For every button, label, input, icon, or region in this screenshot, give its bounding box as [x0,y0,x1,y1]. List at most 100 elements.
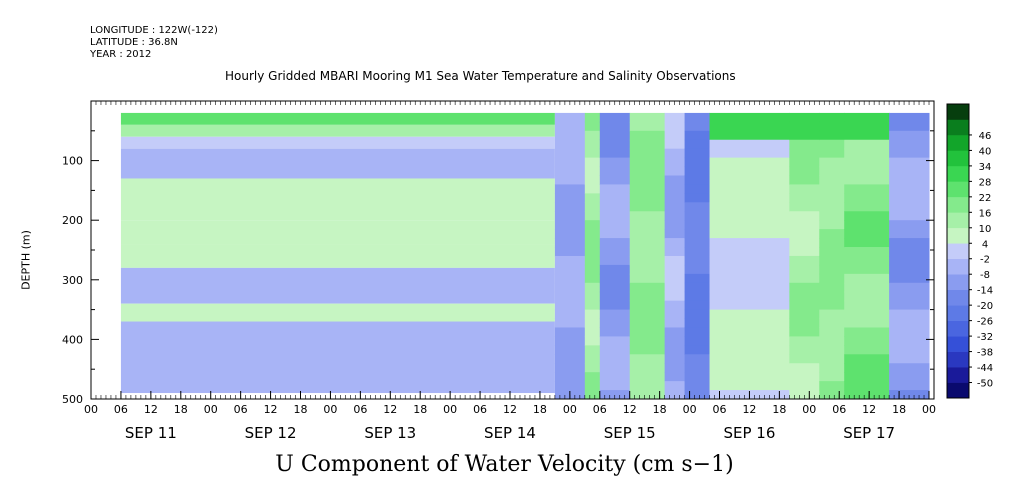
colorbar-swatch [947,165,969,182]
heatmap-cell [819,282,845,293]
heatmap-cell [789,211,820,221]
heatmap-cell [684,148,711,159]
heatmap-cell [664,220,686,230]
heatmap-cell [844,264,890,275]
heatmap-cell [584,229,601,239]
heatmap-cell [599,282,631,293]
heatmap-cell [889,220,930,230]
heatmap-cell [789,121,820,132]
heatmap-cell [889,300,930,311]
heatmap-cell [599,327,631,337]
heatmap-cell [709,318,790,328]
heatmap-cell [554,354,586,364]
heatmap-cell [599,255,631,266]
heatmap-cell [709,354,790,364]
heatmap-cell [584,264,601,275]
main-title: U Component of Water Velocity (cm s−1) [275,452,734,477]
heatmap-cell [889,148,930,159]
heatmap-cell [120,267,555,304]
heatmap-cell [709,202,790,212]
heatmap-cell [684,130,711,141]
heatmap-cell [664,291,686,302]
heatmap-cell [819,273,845,284]
heatmap-cell [709,381,790,391]
heatmap-cell [819,354,845,364]
heatmap-cell [629,139,666,150]
x-hour-tick-label: 06 [114,403,128,416]
heatmap-cell [684,220,711,230]
heatmap-cell [709,121,790,132]
heatmap-cell [120,303,555,322]
heatmap-cell [629,112,666,123]
heatmap-cell [819,220,845,230]
heatmap-cell [599,238,631,248]
heatmap-cell [819,247,845,257]
heatmap-cell [889,327,930,337]
heatmap-cell [584,220,601,230]
heatmap-cell [664,363,686,373]
heatmap-cell [664,372,686,382]
heatmap-cell [664,175,686,185]
colorbar-tick-label: 16 [979,208,992,219]
heatmap-cell [664,202,686,212]
heatmap-cell [789,390,820,400]
heatmap-cell [709,336,790,346]
heatmap-cell [684,309,711,320]
colorbar-tick-label: -50 [977,379,993,390]
heatmap-cell [709,247,790,257]
heatmap-cell [599,372,631,382]
x-day-label: SEP 16 [723,424,775,442]
heatmap-cell [664,282,686,293]
colorbar-tick-label: -44 [977,363,993,374]
heatmap-cell [554,148,586,159]
heatmap-cell [664,255,686,266]
heatmap-cell [584,121,601,132]
heatmap-cell [709,282,790,293]
heatmap-cell [889,238,930,248]
heatmap-cell [789,238,820,248]
heatmap-cell [844,157,890,168]
y-tick-label: 300 [62,274,83,287]
heatmap-cell [554,300,586,311]
heatmap-cell [844,121,890,132]
colorbar-swatch [947,104,969,120]
heatmap-cell [629,273,666,284]
heatmap-cell [554,327,586,337]
heatmap-cell [789,255,820,266]
heatmap-cell [844,282,890,293]
heatmap-cell [709,363,790,373]
heatmap-cell [599,193,631,203]
x-day-label: SEP 14 [484,424,536,442]
heatmap-cell [844,148,890,159]
heatmap-cell [629,202,666,212]
heatmap-cell [120,136,555,149]
heatmap-cell [664,354,686,364]
heatmap-cell [889,139,930,150]
heatmap-cell [599,309,631,320]
heatmap-cell [584,255,601,266]
heatmap-cell [844,354,890,364]
heatmap-cell [599,345,631,355]
heatmap-cell [599,363,631,373]
heatmap-cell [844,309,890,320]
heatmap-cell [554,130,586,141]
heatmap-cell [120,220,555,245]
heatmap-cell [819,336,845,346]
x-hour-tick-label: 12 [623,403,637,416]
x-hour-tick-label: 06 [832,403,846,416]
heatmap-cell [819,184,845,194]
heatmap-cell [584,327,601,337]
heatmap-cell [789,202,820,212]
x-hour-tick-label: 18 [653,403,667,416]
heatmap-cell [844,273,890,284]
colorbar-tick-label: 22 [979,193,992,204]
heatmap-cell [819,121,845,132]
heatmap-cell [684,273,711,284]
x-day-label: SEP 17 [843,424,895,442]
heatmap-cell [889,184,930,194]
heatmap-cell [789,354,820,364]
heatmap-cell [709,148,790,159]
heatmap-cell [889,291,930,302]
heatmap-cell [819,211,845,221]
heatmap-cell [629,327,666,337]
